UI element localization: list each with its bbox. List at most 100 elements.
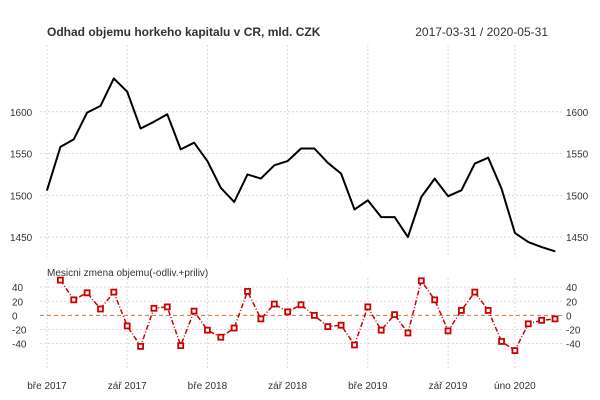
level-point bbox=[193, 142, 195, 144]
chart-title: Odhad objemu horkeho kapitalu v CR, mld.… bbox=[47, 25, 321, 39]
y-tick-label-left: 0 bbox=[12, 311, 18, 322]
change-point bbox=[177, 342, 185, 350]
level-point bbox=[527, 241, 529, 243]
level-point bbox=[139, 127, 142, 130]
level-point bbox=[420, 196, 422, 198]
level-point bbox=[407, 236, 409, 238]
level-point bbox=[460, 189, 463, 191]
y-tick-label-right: -20 bbox=[566, 325, 581, 336]
change-point bbox=[123, 322, 131, 330]
change-point bbox=[444, 327, 452, 335]
change-point bbox=[270, 300, 278, 308]
change-point bbox=[498, 338, 505, 345]
top-panel-grid bbox=[40, 45, 562, 258]
change-point bbox=[110, 288, 118, 296]
level-point bbox=[434, 178, 436, 180]
change-point bbox=[70, 296, 78, 304]
change-point bbox=[56, 276, 64, 284]
y-tick-label-right: 20 bbox=[566, 297, 578, 308]
change-point bbox=[484, 307, 492, 314]
y-tick-label-left: 1500 bbox=[10, 191, 33, 202]
level-point bbox=[554, 250, 556, 252]
change-point bbox=[551, 315, 559, 323]
change-point bbox=[458, 307, 465, 314]
y-tick-label-right: 1500 bbox=[566, 191, 589, 202]
x-tick-label: bře 2017 bbox=[27, 381, 67, 392]
change-point bbox=[257, 315, 265, 323]
level-point bbox=[180, 148, 182, 150]
level-point bbox=[447, 195, 449, 197]
level-point bbox=[300, 147, 302, 150]
level-point bbox=[514, 232, 516, 234]
y-tick-label-right: 40 bbox=[566, 283, 578, 294]
change-point bbox=[230, 324, 238, 332]
change-point bbox=[83, 289, 91, 297]
change-point bbox=[471, 288, 479, 296]
level-point bbox=[393, 216, 396, 218]
change-point bbox=[377, 326, 385, 334]
date-range-label: 2017-03-31 / 2020-05-31 bbox=[415, 25, 548, 39]
change-point bbox=[190, 307, 198, 315]
level-point bbox=[380, 216, 382, 218]
level-point bbox=[220, 187, 222, 189]
x-tick-label: zář 2017 bbox=[108, 381, 147, 392]
level-point bbox=[353, 208, 356, 211]
change-point bbox=[538, 316, 546, 324]
y-tick-label-right: 1600 bbox=[566, 108, 589, 119]
level-point bbox=[46, 189, 48, 191]
y-tick-label-left: 20 bbox=[12, 297, 24, 308]
bottom-panel-grid bbox=[40, 278, 562, 368]
x-tick-label: bře 2018 bbox=[188, 381, 228, 392]
level-point bbox=[233, 201, 235, 203]
y-tick-label-left: 1600 bbox=[10, 108, 33, 119]
change-point bbox=[244, 287, 251, 295]
level-point bbox=[166, 113, 168, 115]
level-point bbox=[206, 160, 209, 162]
x-tick-label: bře 2019 bbox=[348, 381, 388, 392]
x-tick-label: zář 2018 bbox=[268, 381, 307, 392]
change-point bbox=[351, 341, 358, 349]
level-point bbox=[273, 164, 275, 166]
x-axis: bře 2017 zář 2017 bře 2018 zář 2018 bře 2019… bbox=[27, 381, 536, 392]
x-tick-label: zář 2019 bbox=[429, 381, 468, 392]
change-point bbox=[431, 296, 439, 304]
level-point bbox=[287, 160, 289, 162]
level-point bbox=[126, 91, 128, 93]
change-point bbox=[404, 329, 412, 337]
y-tick-label-left: -20 bbox=[12, 325, 27, 336]
change-point bbox=[284, 308, 292, 316]
bottom-panel-title: Mesicni zmena objemu(-odliv.+priliv) bbox=[47, 268, 208, 279]
change-point bbox=[511, 347, 519, 354]
y-tick-label-right: 1550 bbox=[566, 150, 589, 161]
change-point bbox=[310, 311, 318, 319]
level-point bbox=[99, 105, 102, 107]
level-point bbox=[367, 199, 369, 201]
change-point bbox=[417, 277, 425, 285]
level-series bbox=[46, 77, 556, 253]
level-point bbox=[86, 112, 88, 114]
change-point bbox=[391, 311, 398, 319]
y-tick-label-right: 0 bbox=[566, 311, 572, 322]
level-point bbox=[500, 188, 503, 190]
y-tick-label-left: 40 bbox=[12, 283, 24, 294]
change-point bbox=[150, 304, 158, 312]
change-series bbox=[40, 276, 562, 354]
level-point bbox=[246, 173, 249, 176]
change-point bbox=[217, 333, 225, 341]
top-panel-y-axis: 1450 1450 1500 1500 1550 1550 1600 1600 bbox=[10, 108, 589, 244]
level-point bbox=[474, 162, 476, 165]
change-point bbox=[97, 305, 104, 313]
level-point bbox=[59, 146, 61, 148]
y-tick-label-right: -40 bbox=[566, 340, 581, 351]
level-point bbox=[340, 173, 342, 175]
y-tick-label-right: 1450 bbox=[566, 233, 589, 244]
level-series-line bbox=[46, 77, 556, 253]
level-point bbox=[153, 121, 155, 123]
change-point bbox=[524, 320, 532, 328]
change-point bbox=[337, 321, 345, 329]
change-point bbox=[137, 342, 144, 350]
level-point bbox=[113, 77, 115, 79]
level-point bbox=[487, 157, 489, 159]
y-tick-label-left: 1550 bbox=[10, 150, 33, 161]
